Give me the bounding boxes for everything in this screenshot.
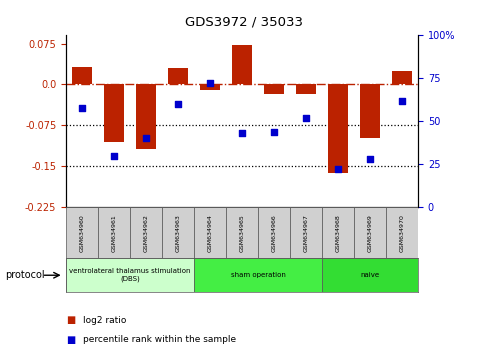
Point <box>206 81 214 86</box>
Bar <box>199 85 220 90</box>
Text: log2 ratio: log2 ratio <box>83 316 126 325</box>
Point <box>302 115 309 121</box>
Text: GSM634969: GSM634969 <box>367 214 372 252</box>
Point <box>110 153 118 158</box>
Bar <box>71 67 92 85</box>
Bar <box>359 85 380 138</box>
Text: percentile rank within the sample: percentile rank within the sample <box>83 335 236 344</box>
Bar <box>66 258 194 292</box>
Bar <box>194 207 225 258</box>
Text: GSM634960: GSM634960 <box>80 214 84 252</box>
Bar <box>130 207 162 258</box>
Bar <box>289 207 322 258</box>
Bar <box>386 207 417 258</box>
Bar <box>327 85 348 173</box>
Point <box>78 105 86 110</box>
Point <box>269 129 277 135</box>
Text: protocol: protocol <box>5 270 44 280</box>
Bar <box>98 207 130 258</box>
Bar <box>322 207 353 258</box>
Bar <box>231 45 252 85</box>
Text: GDS3972 / 35033: GDS3972 / 35033 <box>185 16 303 29</box>
Point <box>142 136 150 141</box>
Text: GSM634967: GSM634967 <box>303 214 308 252</box>
Text: sham operation: sham operation <box>230 272 285 278</box>
Bar <box>162 207 194 258</box>
Bar <box>66 207 98 258</box>
Bar <box>225 207 258 258</box>
Bar <box>258 207 289 258</box>
Text: GSM634970: GSM634970 <box>399 214 404 252</box>
Text: GSM634965: GSM634965 <box>239 214 244 252</box>
Bar <box>322 258 417 292</box>
Bar <box>353 207 386 258</box>
Text: GSM634966: GSM634966 <box>271 214 276 252</box>
Bar <box>194 258 322 292</box>
Bar <box>135 85 156 149</box>
Point <box>366 156 373 162</box>
Text: GSM634968: GSM634968 <box>335 214 340 252</box>
Point <box>174 101 182 107</box>
Bar <box>167 68 188 85</box>
Text: ■: ■ <box>66 335 75 345</box>
Text: naive: naive <box>360 272 379 278</box>
Bar <box>263 85 284 94</box>
Bar <box>295 85 316 94</box>
Text: GSM634962: GSM634962 <box>143 214 148 252</box>
Bar <box>391 71 412 85</box>
Text: ventrolateral thalamus stimulation
(DBS): ventrolateral thalamus stimulation (DBS) <box>69 268 190 282</box>
Point <box>333 166 341 172</box>
Text: GSM634961: GSM634961 <box>111 214 116 252</box>
Point <box>397 98 405 103</box>
Text: GSM634964: GSM634964 <box>207 214 212 252</box>
Bar <box>103 85 124 142</box>
Text: GSM634963: GSM634963 <box>175 214 180 252</box>
Text: ■: ■ <box>66 315 75 325</box>
Point <box>238 130 245 136</box>
